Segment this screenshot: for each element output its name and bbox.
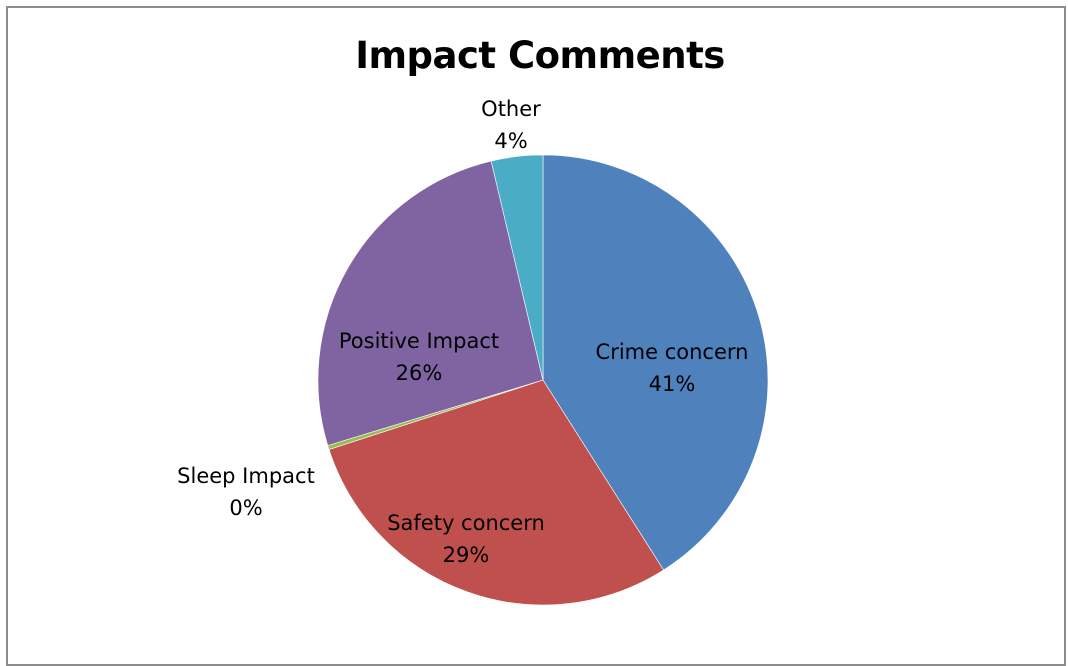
slice-percent-safety-concern: 29% <box>443 543 490 567</box>
chart-title: Impact Comments <box>355 34 725 77</box>
slice-label-positive-impact: Positive Impact <box>339 329 499 353</box>
slice-label-sleep-impact: Sleep Impact <box>177 464 315 488</box>
slice-percent-crime-concern: 41% <box>649 372 696 396</box>
slice-percent-positive-impact: 26% <box>396 361 443 385</box>
pie-labels: Crime concern 41% Safety concern 29% Sleep I… <box>177 97 748 567</box>
pie-slice-other <box>490 154 544 381</box>
slice-percent-sleep-impact: 0% <box>229 496 262 520</box>
slice-percent-other: 4% <box>494 129 527 153</box>
slice-label-crime-concern: Crime concern <box>596 340 749 364</box>
pie-slice-crime-concern <box>542 154 769 571</box>
slice-label-safety-concern: Safety concern <box>387 511 545 535</box>
slice-label-other: Other <box>481 97 541 121</box>
pie-slice-safety-concern <box>328 379 664 606</box>
pie-slice-positive-impact <box>317 160 544 446</box>
pie-slices <box>317 154 769 606</box>
